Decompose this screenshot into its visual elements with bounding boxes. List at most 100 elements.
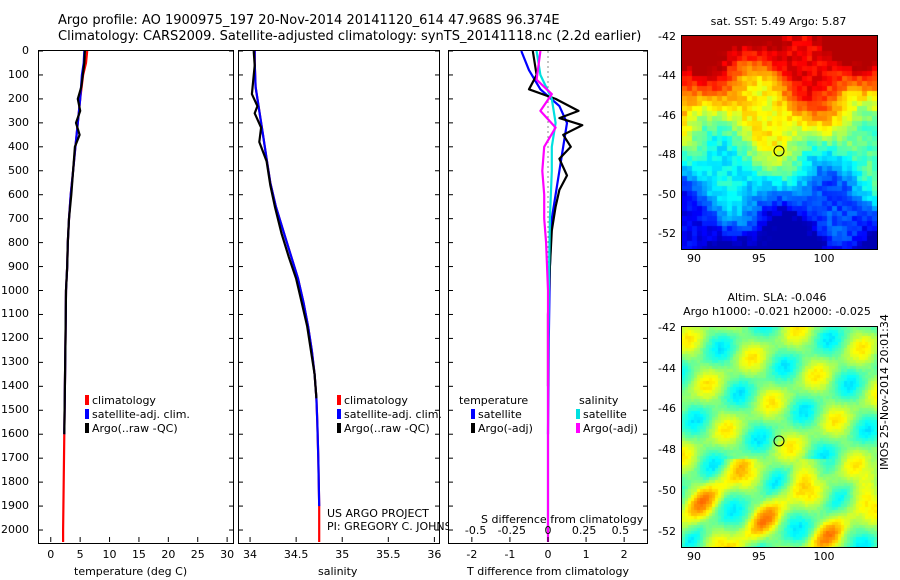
s-diff-tick-label: 0.25 (571, 524, 597, 537)
map-lat-tick-label: -52 (658, 227, 676, 241)
argo-location-marker-sla (773, 435, 785, 447)
depth-tick-label: 1700 (1, 451, 29, 465)
depth-tick-label: 1500 (1, 403, 29, 417)
x-tick-label: 34.5 (283, 548, 309, 561)
imos-timestamp: IMOS 25-Nov-2014 20:01:34 (878, 314, 891, 470)
temp-legend-argo: Argo(..raw -QC) (85, 422, 178, 435)
map-lon-tick-label: 95 (752, 252, 766, 265)
sst-map-overlay (773, 145, 785, 157)
x-tick-label: 2 (620, 548, 628, 561)
s-difference-label: S difference from climatology (481, 513, 644, 526)
depth-tick-label: 1100 (1, 307, 29, 321)
diff-legend-sal-argo: Argo(-adj) (576, 422, 638, 435)
x-tick-label: 0 (544, 548, 552, 561)
project-credit: US ARGO PROJECT (327, 507, 429, 520)
depth-tick-label: 1400 (1, 379, 29, 393)
diff-legend-sal-title: salinity (579, 394, 619, 407)
sal-legend-satellite: satellite-adj. clim. (337, 408, 442, 421)
difference-plot (449, 50, 647, 542)
sst-heatmap (682, 36, 877, 249)
map-lat-tick-label: -42 (658, 30, 676, 43)
depth-tick-label: 200 (8, 91, 29, 105)
series-line-temperature-argo-adj- (527, 50, 584, 387)
temp-legend-satellite: satellite-adj. clim. (85, 408, 190, 421)
sla-map-subtitle: Argo h1000: -0.021 h2000: -0.025 (683, 305, 871, 318)
depth-tick-label: 1600 (1, 427, 29, 441)
depth-tick-label: 600 (8, 187, 29, 201)
depth-tick-label: 300 (8, 115, 29, 129)
temp-legend-climatology: climatology (85, 394, 156, 407)
salinity-panel: climatology satellite-adj. clim. Argo(..… (238, 50, 468, 544)
map-lon-tick-label: 90 (687, 252, 701, 265)
map-lat-tick-label: -44 (658, 361, 676, 375)
s-diff-tick-label: -0.5 (464, 524, 487, 537)
map-lat-tick-label: -42 (658, 321, 676, 334)
x-tick-label: 1 (582, 548, 590, 561)
map-lon-tick-label: 100 (813, 252, 835, 265)
temperature-plot (39, 50, 233, 542)
temperature-xlabel: temperature (deg C) (74, 565, 188, 578)
x-tick-label: 30 (220, 548, 235, 561)
diff-legend-temp-argo: Argo(-adj) (471, 422, 533, 435)
depth-tick-label: 1000 (1, 283, 29, 297)
profile-title: Argo profile: AO 1900975_197 20-Nov-2014… (58, 13, 560, 28)
depth-tick-label: 100 (8, 67, 29, 81)
x-tick-label: 35 (335, 548, 350, 561)
series-line-climatology (253, 51, 321, 542)
sla-map-overlay (773, 435, 785, 447)
depth-tick-label: 700 (8, 211, 29, 225)
sst-map (681, 35, 878, 250)
depth-tick-label: 800 (8, 235, 29, 249)
depth-tick-label: 1900 (1, 499, 29, 513)
map-lat-tick-label: -46 (658, 402, 676, 416)
map-lat-tick-label: -52 (658, 524, 676, 538)
depth-tick-label: 500 (8, 163, 29, 177)
diff-legend-sal-satellite: satellite (576, 408, 627, 421)
map-lat-tick-label: -46 (658, 108, 676, 122)
series-line-argo-raw-qc- (63, 50, 86, 435)
series-line-argo-raw-qc- (250, 50, 318, 399)
sst-map-title: sat. SST: 5.49 Argo: 5.87 (710, 15, 847, 28)
diff-legend-temp-title: temperature (459, 394, 529, 407)
depth-tick-label: 400 (8, 139, 29, 153)
x-tick-label: 25 (190, 548, 205, 561)
salinity-plot (239, 50, 439, 542)
x-tick-label: 15 (131, 548, 146, 561)
s-diff-tick-label: 0 (544, 524, 552, 537)
depth-tick-label: 900 (8, 259, 29, 273)
difference-panel: temperature salinity satellite Argo(-adj… (448, 50, 648, 544)
x-tick-label: 20 (161, 548, 176, 561)
sla-heatmap (682, 327, 877, 547)
s-diff-tick-label: 0.5 (611, 524, 630, 537)
x-tick-label: 35.5 (376, 548, 401, 561)
map-lat-tick-label: -48 (658, 148, 676, 162)
climatology-subtitle: Climatology: CARS2009. Satellite-adjuste… (58, 29, 642, 44)
sla-map-title: Altim. SLA: -0.046 (727, 291, 827, 304)
depth-tick-label: 2000 (1, 523, 29, 537)
s-diff-tick-label: -0.25 (497, 524, 527, 537)
pi-credit: PI: GREGORY C. JOHNSON (327, 520, 469, 533)
series-line-satellite-adj-clim- (253, 51, 321, 507)
map-lon-tick-label: 100 (813, 550, 835, 563)
t-difference-xlabel: T difference from climatology (467, 565, 629, 578)
map-lat-tick-label: -50 (658, 483, 676, 497)
series-line-salinity-argo-adj- (535, 50, 557, 542)
depth-tick-label: 1300 (1, 355, 29, 369)
x-tick-label: 0 (47, 548, 55, 561)
x-tick-label: 34 (243, 548, 258, 561)
sal-legend-argo: Argo(..raw -QC) (337, 422, 430, 435)
salinity-xlabel: salinity (318, 565, 358, 578)
map-lat-tick-label: -50 (658, 187, 676, 201)
map-lon-tick-label: 90 (687, 550, 701, 563)
map-lon-tick-label: 95 (752, 550, 766, 563)
series-line-temperature-satellite (520, 50, 569, 435)
map-lat-tick-label: -44 (658, 69, 676, 83)
sla-map (681, 326, 878, 548)
diff-legend-temp-satellite: satellite (471, 408, 522, 421)
x-tick-label: 36 (427, 548, 442, 561)
sal-legend-climatology: climatology (337, 394, 408, 407)
depth-tick-label: 1800 (1, 475, 29, 489)
x-tick-label: -1 (504, 548, 516, 561)
temperature-panel: climatology satellite-adj. clim. Argo(..… (38, 50, 234, 544)
x-tick-label: 5 (76, 548, 84, 561)
